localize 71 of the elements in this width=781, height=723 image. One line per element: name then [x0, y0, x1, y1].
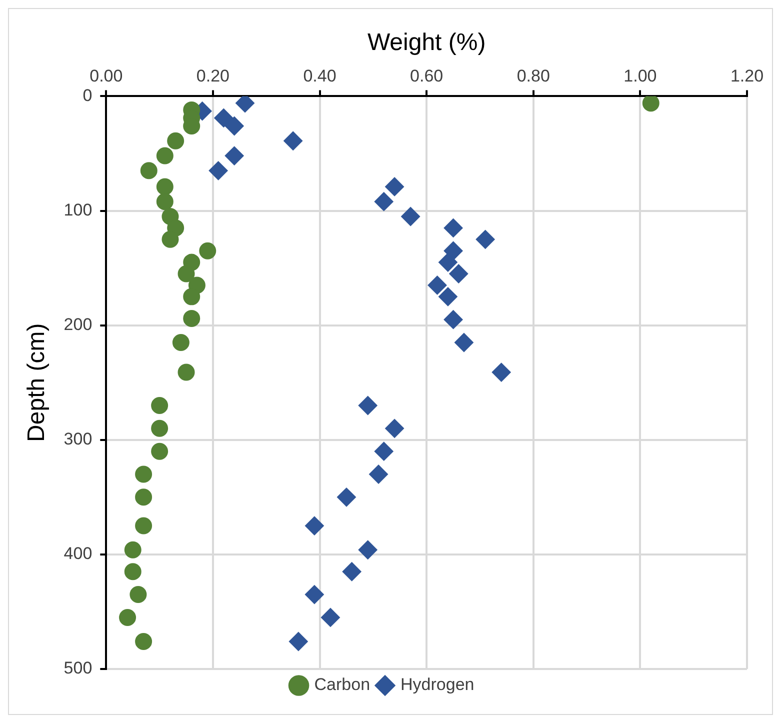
x-tick-label: 0.60 — [410, 66, 444, 86]
x-axis-title: Weight (%) — [367, 29, 486, 56]
point — [135, 633, 152, 650]
point — [438, 252, 458, 272]
point — [369, 464, 388, 484]
point — [444, 310, 463, 330]
point — [140, 162, 158, 180]
point — [151, 442, 168, 460]
point — [124, 563, 142, 580]
point — [199, 242, 216, 260]
point — [156, 193, 174, 210]
y-tick-label: 500 — [64, 658, 92, 678]
point — [119, 608, 136, 626]
point — [358, 396, 378, 416]
point — [208, 161, 228, 180]
point — [156, 178, 174, 196]
point — [444, 241, 463, 260]
x-tick-label: 0.40 — [303, 66, 336, 86]
point — [172, 334, 190, 352]
x-tick-label: 0.20 — [196, 66, 230, 86]
point — [449, 264, 468, 284]
x-tick-label: 0.80 — [516, 66, 550, 86]
point — [135, 488, 152, 506]
point — [224, 116, 244, 136]
point — [178, 265, 195, 282]
point — [342, 562, 362, 582]
point — [135, 466, 152, 483]
point — [124, 541, 142, 558]
legend-label: Hydrogen — [400, 675, 474, 694]
point — [492, 362, 511, 382]
y-axis-title: Depth (cm) — [23, 323, 50, 442]
point — [183, 310, 200, 327]
point — [642, 96, 660, 112]
point — [336, 488, 356, 507]
point — [374, 192, 394, 212]
point — [385, 177, 404, 196]
point — [476, 230, 495, 249]
y-tick-label: 0 — [82, 86, 92, 105]
point — [151, 397, 168, 414]
point — [178, 364, 195, 381]
x-tick-label: 1.00 — [624, 66, 657, 86]
point — [444, 218, 463, 238]
point — [151, 420, 168, 437]
point — [156, 147, 174, 164]
point — [401, 206, 420, 226]
point — [288, 632, 308, 652]
point — [374, 442, 394, 461]
x-tick-label: 1.20 — [730, 66, 764, 86]
point — [130, 586, 147, 604]
y-tick-label: 400 — [64, 544, 92, 564]
y-tick-label: 300 — [64, 430, 92, 449]
y-tick-label: 100 — [64, 200, 92, 220]
point — [454, 333, 474, 352]
point — [162, 230, 179, 248]
point — [438, 287, 458, 306]
point — [304, 585, 324, 604]
point — [167, 132, 184, 150]
point — [284, 131, 303, 150]
point — [428, 276, 447, 295]
point — [236, 96, 255, 113]
point — [358, 540, 378, 560]
point — [183, 288, 200, 306]
legend-label: Carbon — [314, 675, 370, 694]
y-tick-label: 200 — [64, 315, 92, 334]
x-tick-label: 0.00 — [90, 66, 123, 86]
point — [304, 516, 324, 536]
point — [385, 418, 404, 438]
point — [224, 146, 244, 166]
point — [135, 517, 152, 534]
point — [320, 608, 340, 627]
point — [214, 108, 234, 128]
